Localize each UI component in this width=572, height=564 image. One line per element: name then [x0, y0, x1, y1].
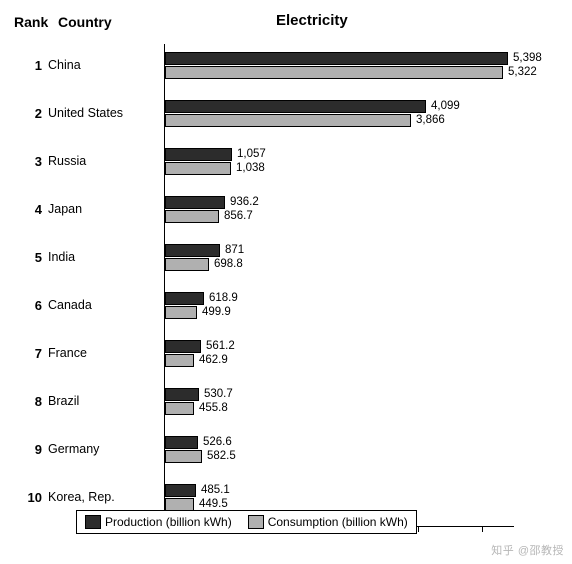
x-tick — [482, 526, 483, 532]
country-cell: Brazil — [48, 394, 158, 408]
x-tick — [418, 526, 419, 532]
table-row: 3Russia1,0571,038 — [14, 140, 558, 184]
country-cell: France — [48, 346, 158, 360]
legend-swatch-consumption — [248, 515, 264, 529]
legend-label-production: Production (billion kWh) — [105, 515, 232, 529]
bar-production: 530.7 — [165, 388, 199, 401]
value-consumption: 698.8 — [214, 258, 243, 270]
legend-label-consumption: Consumption (billion kWh) — [268, 515, 408, 529]
table-row: 7France561.2462.9 — [14, 332, 558, 376]
bar-consumption: 462.9 — [165, 354, 194, 367]
table-row: 8Brazil530.7455.8 — [14, 380, 558, 424]
rank-cell: 7 — [14, 346, 42, 361]
rank-cell: 10 — [14, 490, 42, 505]
legend-item-consumption: Consumption (billion kWh) — [248, 515, 408, 529]
table-row: 2United States4,0993,866 — [14, 92, 558, 136]
legend: Production (billion kWh) Consumption (bi… — [76, 510, 417, 534]
value-consumption: 3,866 — [416, 114, 445, 126]
bar-production: 871 — [165, 244, 220, 257]
value-consumption: 1,038 — [236, 162, 265, 174]
value-production: 561.2 — [206, 340, 235, 352]
header-rank: Rank — [14, 14, 48, 30]
bar-consumption: 856.7 — [165, 210, 219, 223]
value-consumption: 449.5 — [199, 498, 228, 510]
value-production: 4,099 — [431, 100, 460, 112]
rank-cell: 3 — [14, 154, 42, 169]
header-country: Country — [58, 14, 112, 30]
table-row: 1China5,3985,322 — [14, 44, 558, 88]
table-row: 9Germany526.6582.5 — [14, 428, 558, 472]
bar-production: 561.2 — [165, 340, 201, 353]
bar-production: 618.9 — [165, 292, 204, 305]
rank-cell: 1 — [14, 58, 42, 73]
rank-cell: 4 — [14, 202, 42, 217]
value-production: 5,398 — [513, 52, 542, 64]
country-cell: United States — [48, 106, 158, 120]
table-row: 4Japan936.2856.7 — [14, 188, 558, 232]
value-production: 530.7 — [204, 388, 233, 400]
country-cell: Canada — [48, 298, 158, 312]
value-consumption: 455.8 — [199, 402, 228, 414]
table-row: 6Canada618.9499.9 — [14, 284, 558, 328]
chart-container: Rank Country Electricity 1China5,3985,32… — [14, 12, 558, 524]
watermark: 知乎 @邵教授 — [491, 542, 564, 558]
legend-item-production: Production (billion kWh) — [85, 515, 232, 529]
bar-consumption: 698.8 — [165, 258, 209, 271]
country-cell: China — [48, 58, 158, 72]
value-production: 618.9 — [209, 292, 238, 304]
chart-header: Rank Country Electricity — [14, 12, 558, 34]
value-production: 485.1 — [201, 484, 230, 496]
legend-swatch-production — [85, 515, 101, 529]
bar-consumption: 582.5 — [165, 450, 202, 463]
rank-cell: 5 — [14, 250, 42, 265]
bar-consumption: 1,038 — [165, 162, 231, 175]
bar-production: 4,099 — [165, 100, 426, 113]
bar-consumption: 5,322 — [165, 66, 503, 79]
country-cell: Japan — [48, 202, 158, 216]
value-consumption: 582.5 — [207, 450, 236, 462]
rank-cell: 2 — [14, 106, 42, 121]
value-production: 871 — [225, 244, 244, 256]
bar-consumption: 455.8 — [165, 402, 194, 415]
value-production: 526.6 — [203, 436, 232, 448]
bar-production: 1,057 — [165, 148, 232, 161]
table-row: 5India871698.8 — [14, 236, 558, 280]
bar-production: 5,398 — [165, 52, 508, 65]
rank-cell: 9 — [14, 442, 42, 457]
bar-consumption: 499.9 — [165, 306, 197, 319]
chart-body: 1China5,3985,3222United States4,0993,866… — [14, 44, 558, 520]
value-consumption: 5,322 — [508, 66, 537, 78]
rank-cell: 8 — [14, 394, 42, 409]
bar-consumption: 3,866 — [165, 114, 411, 127]
bar-production: 485.1 — [165, 484, 196, 497]
value-production: 1,057 — [237, 148, 266, 160]
chart-title: Electricity — [276, 12, 348, 29]
rank-cell: 6 — [14, 298, 42, 313]
country-cell: Germany — [48, 442, 158, 456]
country-cell: India — [48, 250, 158, 264]
country-cell: Russia — [48, 154, 158, 168]
value-consumption: 499.9 — [202, 306, 231, 318]
value-consumption: 462.9 — [199, 354, 228, 366]
value-production: 936.2 — [230, 196, 259, 208]
value-consumption: 856.7 — [224, 210, 253, 222]
bar-production: 936.2 — [165, 196, 225, 209]
bar-production: 526.6 — [165, 436, 198, 449]
country-cell: Korea, Rep. — [48, 490, 158, 504]
